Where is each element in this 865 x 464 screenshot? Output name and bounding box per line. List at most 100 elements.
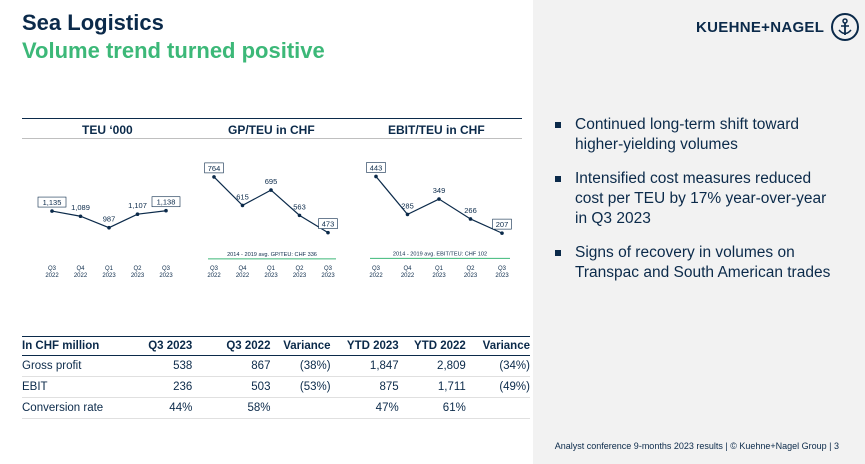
column-header: Variance <box>270 336 331 356</box>
data-label: 473 <box>322 220 335 229</box>
table-cell: 875 <box>330 376 399 398</box>
data-point <box>405 212 410 217</box>
data-point <box>240 203 245 208</box>
x-tick-label: 2022 <box>45 273 59 279</box>
table-cell: (49%) <box>465 376 530 398</box>
data-label: 349 <box>433 186 446 195</box>
x-tick-label: 2023 <box>264 273 278 279</box>
chart-title-teu: TEU ‘000 <box>82 123 133 137</box>
x-tick-label: Q3 <box>498 266 507 272</box>
chart-title-gp-teu: GP/TEU in CHF <box>228 123 315 137</box>
data-label: 764 <box>208 164 221 173</box>
x-tick-label: 2023 <box>102 273 116 279</box>
table-cell: (34%) <box>465 355 530 377</box>
right-panel <box>533 0 865 464</box>
x-tick-label: Q3 <box>324 266 333 272</box>
x-tick-label: 2023 <box>495 273 509 279</box>
table-cell: 1,711 <box>398 376 466 398</box>
column-header: In CHF million <box>22 336 143 356</box>
table-cell: (53%) <box>270 376 331 398</box>
data-label: 1,089 <box>71 203 90 212</box>
x-tick-label: 2023 <box>131 273 145 279</box>
square-bullet-icon <box>555 122 561 128</box>
column-header: YTD 2023 <box>330 336 399 356</box>
data-point <box>50 209 54 213</box>
data-point <box>164 208 168 213</box>
company-logo: KUEHNE+NAGEL <box>696 12 860 42</box>
x-tick-label: 2022 <box>207 273 221 279</box>
x-tick-label: Q4 <box>403 266 412 272</box>
column-header: Variance <box>465 336 530 356</box>
footer-text: Analyst conference 9-months 2023 results… <box>554 441 839 451</box>
charts-top-rule <box>22 118 522 119</box>
x-tick-label: Q1 <box>435 266 444 272</box>
column-header: Q3 2022 <box>192 336 271 356</box>
page-subtitle: Volume trend turned positive <box>22 38 325 63</box>
column-header: Q3 2023 <box>142 336 193 356</box>
data-point <box>78 214 83 219</box>
data-point <box>212 175 216 179</box>
data-point <box>269 188 273 192</box>
x-tick-label: Q4 <box>76 266 85 272</box>
data-label: 1,135 <box>43 198 62 207</box>
data-point <box>500 231 504 235</box>
table-cell: Gross profit <box>22 355 143 377</box>
table-cell: 61% <box>398 397 466 419</box>
data-label: 1,138 <box>157 198 176 207</box>
data-label: 987 <box>103 215 116 224</box>
data-label-box <box>318 218 338 229</box>
x-tick-label: 2022 <box>369 273 383 279</box>
table-cell: 44% <box>142 397 193 419</box>
page-title: Sea Logistics <box>22 10 164 35</box>
data-label: 285 <box>401 201 414 210</box>
table-cell: 1,847 <box>330 355 399 377</box>
table-row: Gross profit 538 867 (38%) 1,847 2,809 (… <box>22 355 530 377</box>
bullet-text: Continued long-term shift toward higher-… <box>575 116 800 153</box>
table-row: Conversion rate 44% 58% 47% 61% <box>22 397 530 419</box>
data-point <box>326 230 330 235</box>
logo-text: KUEHNE+NAGEL <box>696 18 825 36</box>
x-tick-label: 2023 <box>293 273 307 279</box>
x-tick-label: 2023 <box>464 273 478 279</box>
x-tick-label: 2022 <box>401 273 415 279</box>
data-point <box>135 212 140 217</box>
data-point <box>437 197 441 201</box>
x-tick-label: Q1 <box>105 266 114 272</box>
x-tick-label: Q4 <box>238 266 247 272</box>
data-label: 207 <box>496 220 509 229</box>
x-tick-label: 2022 <box>236 273 250 279</box>
table-cell: 236 <box>142 376 193 398</box>
table-header-row: In CHF million Q3 2023 Q3 2022 Variance … <box>22 336 530 356</box>
x-tick-label: 2023 <box>159 273 173 279</box>
data-label: 695 <box>265 177 278 186</box>
data-point <box>297 213 302 218</box>
series-line <box>375 176 503 234</box>
square-bullet-icon <box>555 176 561 182</box>
bullet-item: Continued long-term shift toward higher-… <box>553 115 833 155</box>
x-tick-label: Q2 <box>295 266 304 272</box>
data-point <box>107 225 111 230</box>
table-cell: EBIT <box>22 376 143 398</box>
table-cell: 2,809 <box>398 355 466 377</box>
table-cell: 867 <box>192 355 271 377</box>
x-tick-label: Q2 <box>133 266 142 272</box>
table-cell: 58% <box>192 397 271 419</box>
anchor-icon <box>831 13 860 41</box>
data-label-box <box>366 162 386 173</box>
x-tick-label: Q1 <box>267 266 276 272</box>
table-cell: 47% <box>330 397 399 419</box>
data-label-box <box>204 162 224 174</box>
data-label: 266 <box>464 206 477 215</box>
charts-header-rule <box>22 138 522 139</box>
data-label: 563 <box>293 202 306 211</box>
financial-table: In CHF million Q3 2023 Q3 2022 Variance … <box>22 336 530 419</box>
x-tick-label: 2023 <box>321 273 335 279</box>
data-label: 1,107 <box>128 201 147 210</box>
charts-area: 1,135Q320221,089Q42022987Q120231,107Q220… <box>37 162 512 279</box>
square-bullet-icon <box>555 250 561 256</box>
x-tick-label: Q3 <box>48 266 57 272</box>
bullet-item: Signs of recovery in volumes on Transpac… <box>553 243 833 283</box>
table-cell <box>465 397 530 419</box>
data-label-box <box>492 218 512 230</box>
data-label: 615 <box>236 192 249 201</box>
